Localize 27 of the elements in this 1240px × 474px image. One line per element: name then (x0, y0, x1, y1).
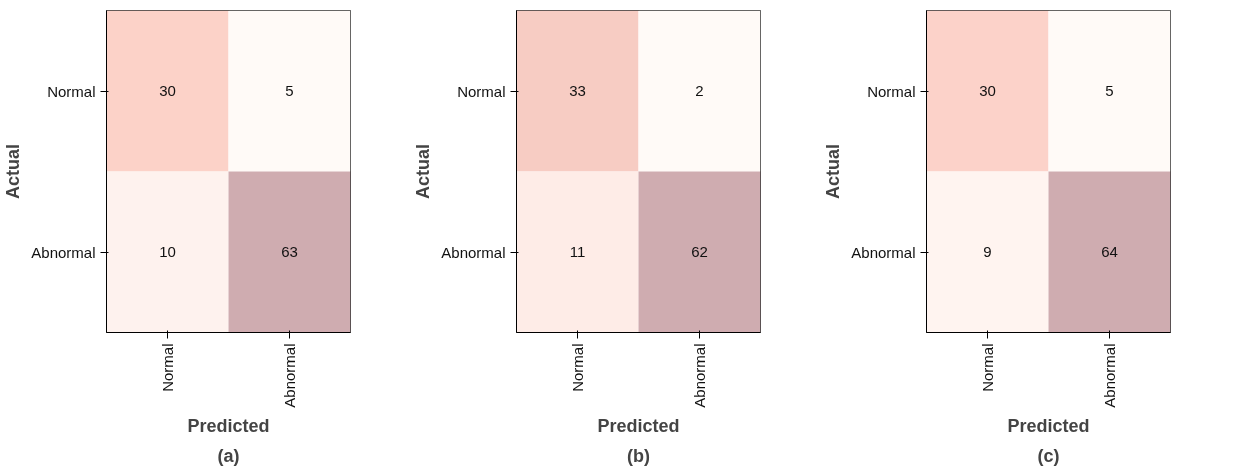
text: (a) (217, 445, 240, 466)
y-axis-title: Actual (3, 143, 24, 200)
data-label: 5 (285, 82, 294, 99)
data-label: 33 (569, 82, 586, 99)
y-axis-title: Actual (823, 143, 844, 200)
data-label: 63 (281, 243, 298, 260)
text: (b) (627, 445, 650, 466)
data-label: 2 (695, 82, 704, 99)
text: (c) (1037, 445, 1060, 466)
data-label: 30 (159, 82, 176, 99)
data-label: 62 (691, 243, 708, 260)
x-tick-label: Abnormal (691, 343, 708, 408)
x-axis-title: Predicted (1007, 415, 1090, 436)
x-tick-label: Normal (569, 343, 586, 392)
data-label: 11 (569, 243, 586, 260)
x-axis-title: Predicted (597, 415, 680, 436)
data-label: 5 (1105, 82, 1114, 99)
x-axis-title: Predicted (187, 415, 270, 436)
data-label: 30 (979, 82, 996, 99)
data-label: 64 (1101, 243, 1118, 260)
x-tick-label: Normal (159, 343, 176, 392)
x-tick-label: Normal (979, 343, 996, 392)
x-tick-label: Abnormal (1101, 343, 1118, 408)
x-tick-label: Abnormal (281, 343, 298, 408)
y-axis-title: Actual (413, 143, 434, 200)
data-label: 9 (983, 243, 992, 260)
data-label: 10 (159, 243, 176, 260)
